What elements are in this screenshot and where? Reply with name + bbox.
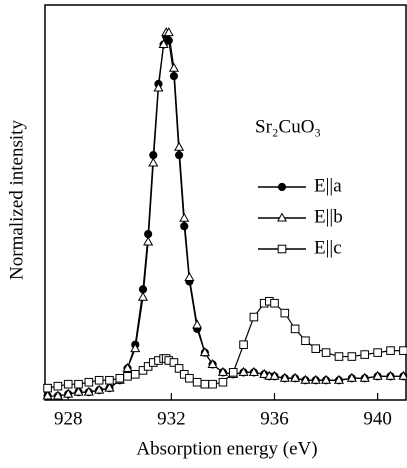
marker: [334, 352, 344, 361]
marker: [53, 381, 63, 391]
marker: [143, 236, 154, 246]
marker: [321, 374, 332, 384]
marker: [130, 343, 141, 353]
marker: [164, 36, 173, 45]
marker: [359, 372, 370, 382]
marker: [248, 366, 259, 376]
marker: [84, 377, 94, 387]
marker: [321, 348, 331, 357]
x-tick-label: 928: [54, 408, 83, 429]
marker: [311, 344, 321, 353]
marker: [300, 374, 311, 384]
marker: [94, 375, 104, 385]
series-line: [47, 32, 404, 397]
marker: [399, 346, 407, 355]
marker: [122, 362, 133, 372]
marker: [280, 308, 290, 318]
marker: [179, 212, 190, 222]
marker: [373, 348, 382, 357]
x-tick-label: 940: [363, 408, 392, 429]
marker: [310, 374, 321, 384]
marker: [52, 390, 63, 400]
marker: [207, 358, 218, 368]
marker: [174, 364, 184, 373]
marker: [249, 312, 259, 322]
marker: [386, 346, 395, 355]
marker: [43, 383, 52, 393]
marker: [333, 374, 345, 384]
marker: [74, 379, 83, 389]
marker: [105, 375, 114, 385]
marker: [192, 319, 203, 329]
marker: [346, 372, 357, 382]
marker: [372, 370, 383, 380]
marker: [259, 368, 270, 378]
marker: [301, 336, 310, 346]
legend-label: E||a: [314, 175, 342, 196]
marker: [269, 370, 280, 380]
marker: [270, 298, 279, 308]
marker: [185, 373, 194, 383]
marker: [192, 377, 202, 387]
marker: [94, 384, 105, 394]
marker: [130, 370, 140, 379]
y-axis-label: Normalized intensity: [6, 120, 27, 280]
marker: [200, 379, 210, 389]
marker: [398, 370, 407, 380]
annotation: Sr₂CuO₃: [255, 116, 321, 137]
marker: [137, 291, 149, 301]
marker: [42, 390, 53, 400]
marker: [208, 379, 217, 389]
marker: [239, 340, 248, 349]
marker: [385, 370, 396, 380]
marker: [279, 372, 290, 382]
marker: [360, 350, 370, 359]
plot-frame: [44, 4, 407, 401]
x-tick-label: 936: [260, 408, 289, 429]
marker: [158, 38, 169, 48]
marker: [199, 347, 210, 357]
marker: [148, 157, 159, 167]
marker: [228, 368, 238, 377]
marker: [276, 212, 288, 222]
marker: [277, 182, 287, 192]
marker: [238, 366, 249, 376]
marker: [115, 373, 125, 383]
marker: [184, 272, 195, 282]
marker: [217, 366, 228, 376]
marker: [290, 324, 300, 334]
marker: [104, 382, 115, 392]
marker: [83, 386, 94, 396]
marker: [73, 386, 84, 396]
marker: [347, 352, 357, 361]
marker: [168, 62, 179, 72]
x-axis-label: Absorption energy (eV): [136, 438, 317, 459]
marker: [277, 244, 287, 254]
marker: [63, 388, 74, 398]
series-line: [47, 35, 404, 397]
marker: [290, 372, 301, 382]
marker: [174, 141, 185, 151]
legend-label: E||c: [314, 237, 342, 258]
marker: [63, 379, 73, 389]
legend-label: E||b: [314, 206, 343, 227]
marker: [163, 27, 174, 37]
marker: [169, 358, 179, 367]
marker: [123, 372, 132, 381]
marker: [218, 377, 228, 387]
x-tick-label: 932: [157, 408, 186, 429]
marker: [153, 82, 164, 92]
